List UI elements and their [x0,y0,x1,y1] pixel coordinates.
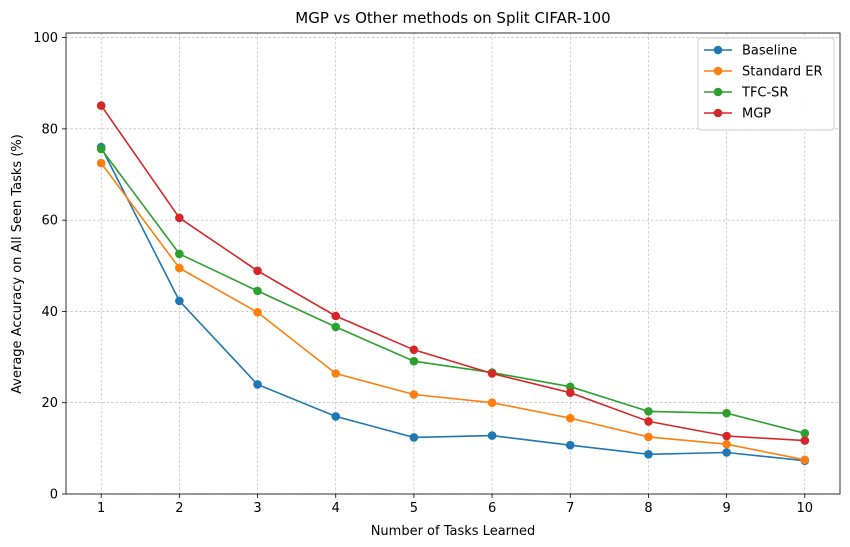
y-tick-label: 40 [41,305,58,320]
plot-frame [65,32,841,495]
y-tick-label: 60 [41,214,58,229]
data-point [175,296,184,306]
data-point [565,382,575,392]
legend: Baseline Standard ER TFC-SR MGP [697,37,835,131]
data-point [175,263,184,273]
legend-label: TFC-SR [741,86,788,101]
x-tick-label: 9 [722,501,730,516]
data-point [253,380,262,389]
chart-title: MGP vs Other methods on Split CIFAR-100 [295,9,610,27]
legend-marker [713,87,723,97]
data-point [644,432,653,442]
data-point [722,408,731,418]
data-point [96,158,106,168]
data-point [800,428,810,438]
y-tick-label: 20 [41,396,58,411]
legend-marker [713,45,723,55]
data-point [644,449,653,459]
data-point [331,311,341,321]
x-tick-label: 1 [97,501,105,516]
x-axis-label: Number of Tasks Learned [371,524,536,539]
y-tick-label: 0 [50,488,58,503]
data-point [409,390,419,399]
y-axis-label: Average Accuracy on All Seen Tasks (%) [10,134,25,394]
x-tick-label: 3 [253,501,261,516]
data-point [722,431,731,441]
series-standard-er [96,158,810,465]
x-tick-label: 2 [175,501,183,516]
legend-marker [713,108,723,118]
series-mgp [96,101,810,445]
data-point [409,345,419,355]
data-point [487,369,497,378]
legend-box [697,37,835,131]
legend-entry: MGP [704,107,771,122]
legend-entry: TFC-SR [704,86,788,101]
legend-label: MGP [742,107,771,122]
data-point [800,455,810,465]
x-tick-label: 6 [488,501,496,516]
y-axis: 0 20 40 60 80 100 [33,31,66,503]
legend-label: Standard ER [742,65,823,80]
legend-entry: Standard ER [704,65,823,80]
data-point [644,407,653,416]
data-point [96,144,106,154]
data-point [722,439,731,449]
data-point [722,448,731,457]
data-point [409,433,419,442]
x-axis: 1 2 3 4 5 6 7 8 9 10 [97,494,813,516]
x-tick-label: 8 [644,501,652,516]
legend-marker [713,66,723,76]
data-point [331,412,341,421]
data-point [253,286,262,296]
data-point [175,213,184,223]
data-point [96,101,106,110]
series-line [100,105,805,442]
x-tick-label: 10 [797,501,814,516]
data-point [800,436,810,445]
data-point [565,440,575,450]
series-tfc-sr [96,144,810,438]
y-tick-label: 100 [33,31,58,46]
x-tick-label: 4 [332,501,340,516]
data-point [331,322,341,332]
series-line [100,146,805,462]
data-point [175,249,184,259]
y-tick-label: 80 [41,122,58,137]
legend-label: Baseline [742,44,797,59]
series-group [96,101,810,465]
data-point [487,398,497,408]
data-point [331,369,341,378]
data-point [253,266,262,276]
data-point [253,308,262,317]
data-point [487,431,497,440]
x-tick-label: 5 [410,501,418,516]
data-point [565,413,575,423]
x-tick-label: 7 [566,501,574,516]
series-line [100,162,805,461]
series-line [100,148,805,435]
data-point [409,356,419,366]
data-point [565,388,575,397]
legend-entry: Baseline [704,44,797,59]
data-point [644,417,653,426]
